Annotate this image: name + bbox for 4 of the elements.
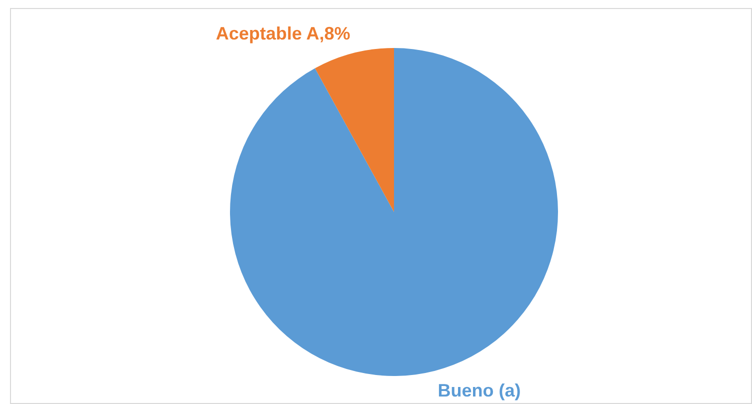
pie-slice xyxy=(230,48,558,376)
slice-label: Bueno (a) xyxy=(438,380,521,400)
pie-slice xyxy=(314,48,394,212)
slice-label: Aceptable A,8% xyxy=(216,24,350,44)
